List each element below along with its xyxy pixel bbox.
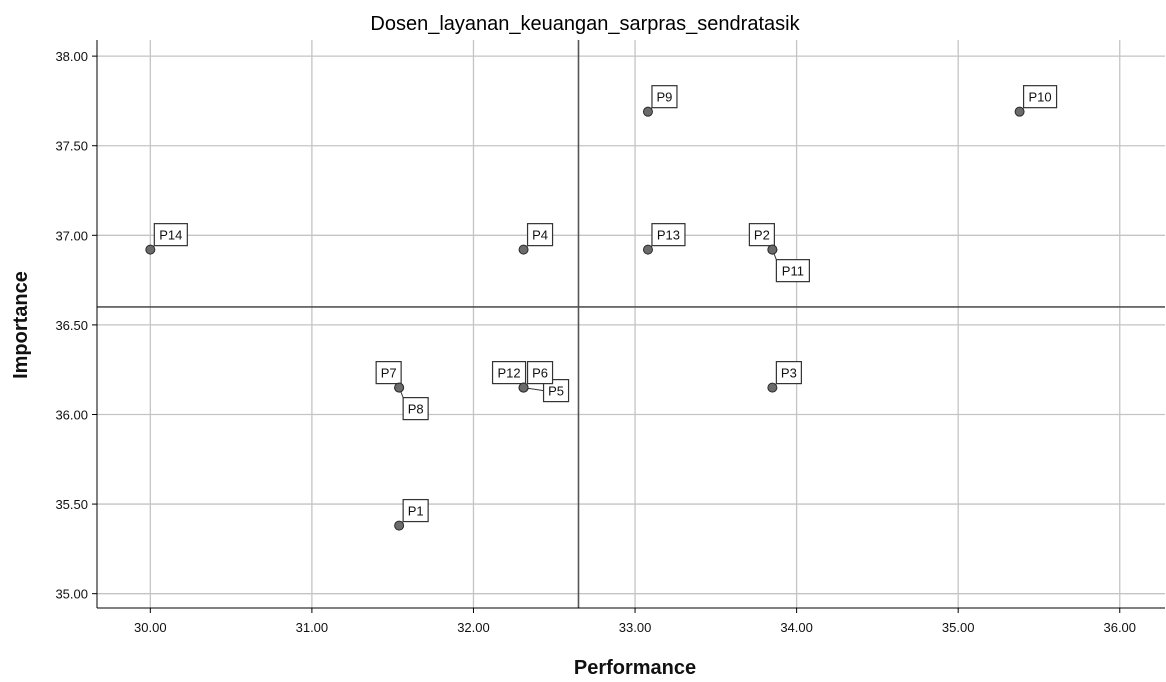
point-label-p12: P12 — [497, 366, 520, 381]
point-label-box — [491, 361, 527, 385]
point-label-box — [526, 361, 554, 385]
x-tick-label: 33.00 — [619, 620, 652, 635]
data-point-p12 — [518, 382, 529, 393]
point-label-box — [651, 85, 678, 109]
point-label-box — [748, 223, 775, 247]
point-label-p14: P14 — [159, 228, 182, 243]
point-label-p6: P6 — [532, 366, 548, 381]
point-label-box — [542, 379, 570, 403]
point-label-box — [1022, 85, 1058, 109]
axes — [92, 40, 1165, 613]
point-label-box — [775, 361, 802, 385]
x-tick-label: 35.00 — [942, 620, 975, 635]
data-point-p3 — [767, 382, 778, 393]
point-label-p9: P9 — [657, 90, 673, 105]
point-label-p10: P10 — [1029, 90, 1052, 105]
point-label-p4: P4 — [532, 228, 548, 243]
point-label-p11: P11 — [782, 264, 804, 279]
data-point-p9 — [642, 106, 653, 117]
x-tick-label: 30.00 — [134, 620, 167, 635]
y-tick-labels: 35.00 35.50 36.00 36.50 37.00 37.50 38.00 — [55, 49, 88, 602]
data-point-p11 — [767, 244, 778, 255]
x-tick-label: 36.00 — [1103, 620, 1136, 635]
grid-lines — [97, 40, 1165, 608]
point-label-box — [526, 223, 554, 247]
y-tick-label: 35.00 — [55, 587, 88, 602]
point-label-p1: P1 — [408, 504, 424, 519]
x-axis-label: Performance — [574, 657, 696, 677]
y-tick-label: 36.50 — [55, 318, 88, 333]
data-point-p10 — [1014, 106, 1025, 117]
point-label-box — [375, 361, 402, 385]
y-axis-label: Importance — [10, 271, 32, 379]
data-point-p1 — [394, 520, 405, 531]
y-tick-label: 37.00 — [55, 228, 88, 243]
point-label-p5: P5 — [548, 384, 564, 399]
point-label-p13: P13 — [657, 228, 680, 243]
data-point-p13 — [642, 244, 653, 255]
x-tick-label: 31.00 — [296, 620, 329, 635]
point-label-box — [651, 223, 686, 247]
data-point-p14 — [145, 244, 156, 255]
point-label-box — [153, 223, 188, 247]
y-tick-label: 37.50 — [55, 139, 88, 154]
point-label-box — [402, 498, 429, 523]
y-tick-label: 38.00 — [55, 49, 88, 64]
data-point-p8 — [394, 382, 405, 393]
x-tick-labels: 30.00 31.00 32.00 33.00 34.00 35.00 36.00 — [134, 620, 1136, 635]
reference-lines — [97, 40, 1165, 608]
chart-title: Dosen_layanan_keuangan_sarpras_sendratas… — [370, 13, 800, 35]
y-tick-label: 36.00 — [55, 407, 88, 422]
x-tick-label: 34.00 — [780, 620, 813, 635]
point-label-box — [775, 259, 810, 283]
x-tick-label: 32.00 — [457, 620, 490, 635]
point-label-box — [402, 397, 429, 421]
point-label-p2: P2 — [754, 228, 770, 243]
data-point-p4 — [518, 244, 529, 255]
y-tick-label: 35.50 — [55, 497, 88, 512]
point-label-p3: P3 — [781, 366, 797, 381]
point-label-p7: P7 — [381, 366, 397, 381]
point-label-p8: P8 — [408, 402, 424, 417]
